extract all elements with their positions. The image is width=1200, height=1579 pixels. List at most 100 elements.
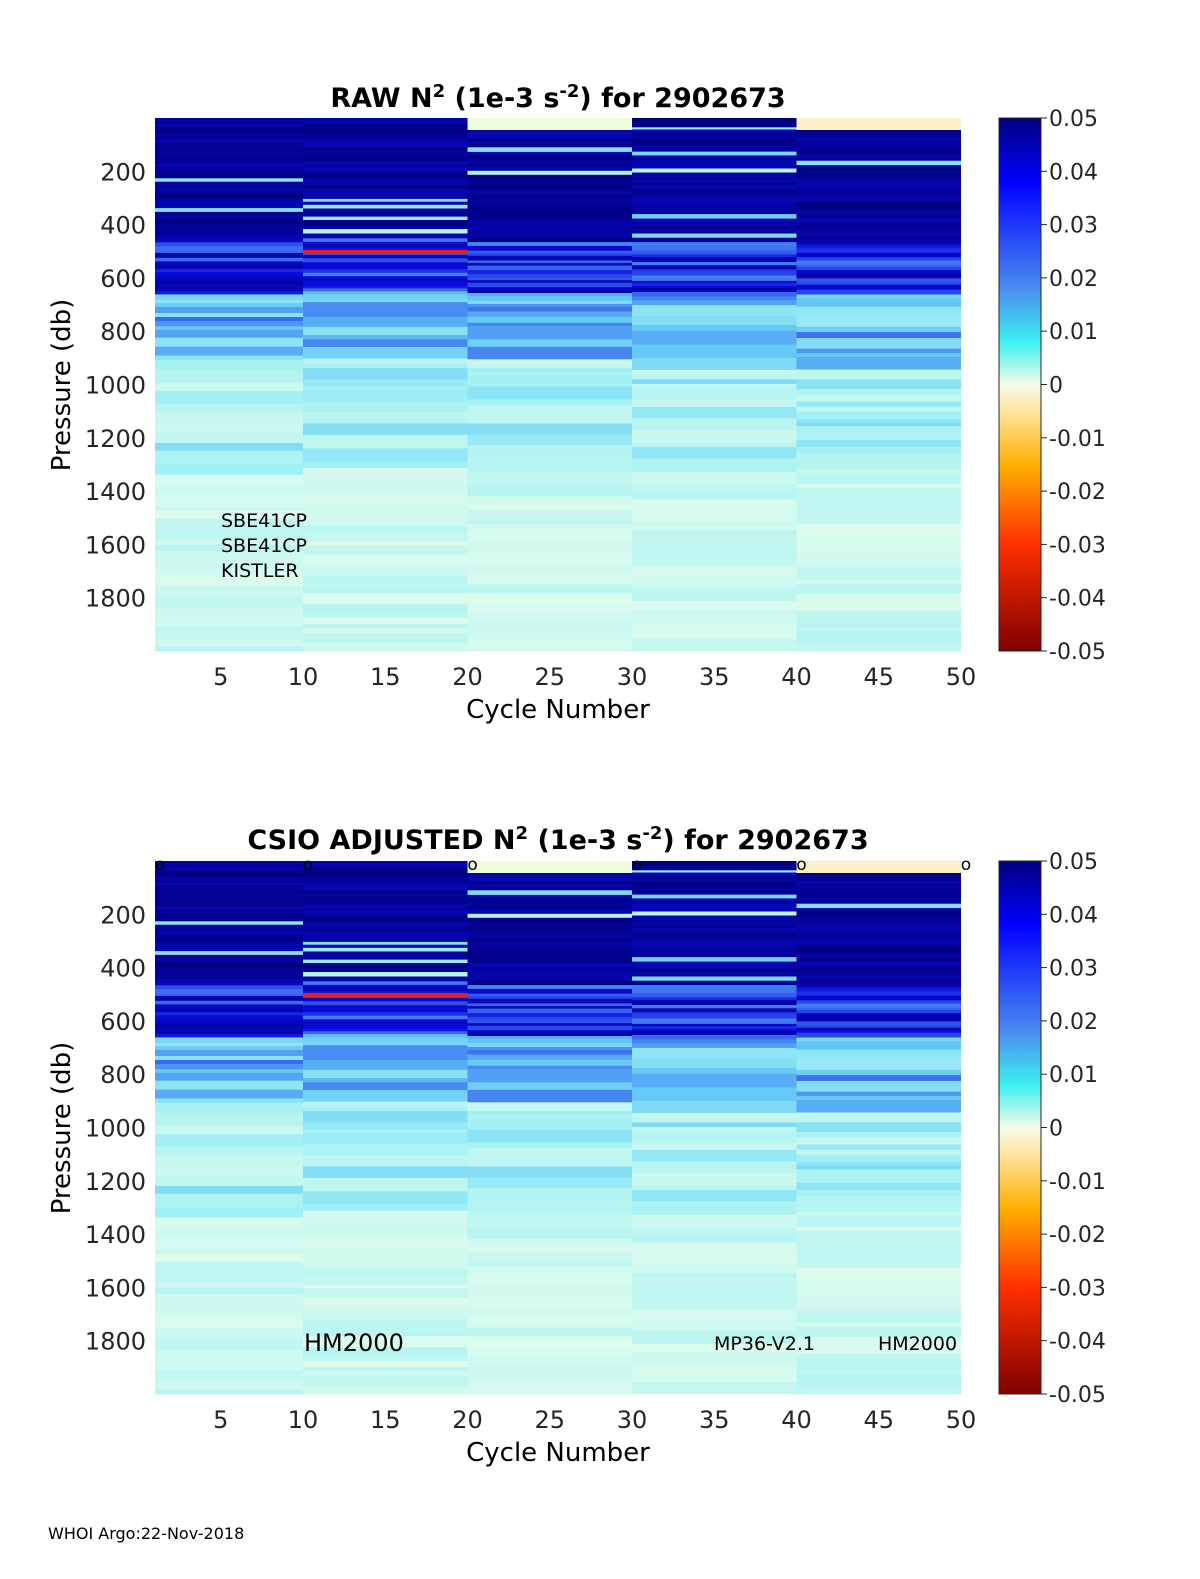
heatmap-cell xyxy=(467,170,632,176)
heatmap-cell xyxy=(467,214,632,217)
heatmap-cell xyxy=(155,306,303,314)
heatmap-cell xyxy=(467,265,632,271)
heatmap-cell xyxy=(303,164,468,169)
heatmap-cell xyxy=(155,630,303,640)
surface-layer xyxy=(467,118,633,130)
colorbar-tick-label: 0 xyxy=(1049,1117,1063,1142)
heatmap-cell xyxy=(155,958,303,963)
heatmap-cell xyxy=(796,1091,961,1097)
heatmap-cell xyxy=(303,959,468,964)
heatmap-cell xyxy=(796,1253,961,1258)
heatmap-cell xyxy=(467,1267,632,1274)
heatmap-cell xyxy=(467,1065,632,1070)
heatmap-cell xyxy=(303,229,468,234)
heatmap-cell xyxy=(155,1217,303,1230)
colorbar-tick-label: 0.02 xyxy=(1049,267,1098,292)
heatmap-cell xyxy=(155,962,303,968)
heatmap-cell xyxy=(796,607,961,612)
heatmap-cell xyxy=(155,931,303,936)
heatmap-cell xyxy=(796,372,961,380)
heatmap-cell xyxy=(155,1328,303,1339)
heatmap-cell xyxy=(632,373,797,380)
heatmap-cell xyxy=(467,1246,632,1254)
x-tick-label: 10 xyxy=(288,663,319,691)
heatmap-cell xyxy=(155,883,303,886)
heatmap-cell xyxy=(467,945,632,951)
sensor-annotation: KISTLER xyxy=(221,560,299,582)
heatmap-cell xyxy=(632,993,797,998)
heatmap-cell xyxy=(467,245,632,252)
heatmap-cell xyxy=(155,946,303,952)
heatmap-cell xyxy=(155,163,303,167)
heatmap-cell xyxy=(796,965,961,968)
heatmap-cell xyxy=(155,1020,303,1025)
colorbar-tick-label: 0.03 xyxy=(1049,957,1098,982)
y-tick-label: 600 xyxy=(100,265,146,293)
heatmap-cell xyxy=(632,1028,797,1032)
heatmap-cell xyxy=(155,924,303,929)
heatmap-cell xyxy=(303,1158,468,1167)
heatmap-cell xyxy=(303,434,468,449)
heatmap-cell xyxy=(632,639,797,645)
heatmap-cell xyxy=(467,942,632,946)
heatmap-cell xyxy=(796,1032,961,1038)
heatmap-cell xyxy=(796,1353,961,1360)
heatmap-cell xyxy=(632,287,797,293)
y-tick-label: 600 xyxy=(100,1008,146,1036)
heatmap-cell xyxy=(155,1034,303,1038)
heatmap-cell xyxy=(155,993,303,997)
heatmap-cell xyxy=(467,884,632,888)
heatmap-cell xyxy=(467,1369,632,1375)
heatmap-cell xyxy=(632,1026,797,1030)
heatmap-cell xyxy=(632,250,797,255)
heatmap-cell xyxy=(632,950,797,954)
heatmap-cell xyxy=(155,227,303,233)
heatmap-cell xyxy=(796,257,961,261)
x-tick-label: 45 xyxy=(863,663,894,691)
heatmap-cell xyxy=(467,1142,632,1149)
heatmap-cell xyxy=(155,274,303,278)
heatmap-cell xyxy=(796,1195,961,1203)
heatmap-cell xyxy=(796,1307,961,1312)
heatmap-cell xyxy=(632,330,797,345)
y-tick-label: 800 xyxy=(100,1061,146,1089)
heatmap-cell xyxy=(796,510,961,515)
axes: 5 10 15 20 25 30 35 40 45 50 200 400 600 800 1000 1200 1… xyxy=(85,158,976,691)
heatmap-cell xyxy=(796,287,961,291)
x-tick-label: 15 xyxy=(370,663,401,691)
heatmap-cell xyxy=(632,190,797,194)
heatmap-cell xyxy=(303,917,468,922)
heatmap-cell xyxy=(467,931,632,935)
heatmap-cell xyxy=(796,872,961,877)
heatmap-cell xyxy=(796,338,961,349)
heatmap-cell xyxy=(303,588,468,594)
heatmap-cell xyxy=(796,1007,961,1011)
heatmap-cell xyxy=(303,262,468,265)
heatmap-cell xyxy=(467,963,632,968)
heatmap-cell xyxy=(796,941,961,946)
heatmap-cell xyxy=(303,213,468,217)
heatmap-cell xyxy=(155,913,303,918)
heatmap-cell xyxy=(303,1045,468,1049)
heatmap-cell xyxy=(467,1038,632,1044)
heatmap-cell xyxy=(467,1214,632,1229)
heatmap-cell xyxy=(303,280,468,284)
heatmap-cell xyxy=(632,1273,797,1279)
heatmap-cell xyxy=(467,929,632,932)
heatmap-cell xyxy=(632,132,797,136)
heatmap-cell xyxy=(155,902,303,908)
heatmap-cell xyxy=(467,188,632,192)
heatmap-cell xyxy=(303,400,468,405)
heatmap-cell xyxy=(303,266,468,270)
heatmap-cell xyxy=(155,1080,303,1091)
y-axis-label: Pressure (db) xyxy=(47,1042,77,1215)
heatmap-cell xyxy=(796,886,961,892)
heatmap-cell xyxy=(796,468,961,474)
y-tick-label: 1200 xyxy=(85,425,146,453)
heatmap-cell xyxy=(303,480,468,494)
heatmap-cell xyxy=(796,975,961,980)
heatmap-cell xyxy=(632,587,797,602)
heatmap-cell xyxy=(796,953,961,959)
heatmap-cell xyxy=(632,1034,797,1040)
